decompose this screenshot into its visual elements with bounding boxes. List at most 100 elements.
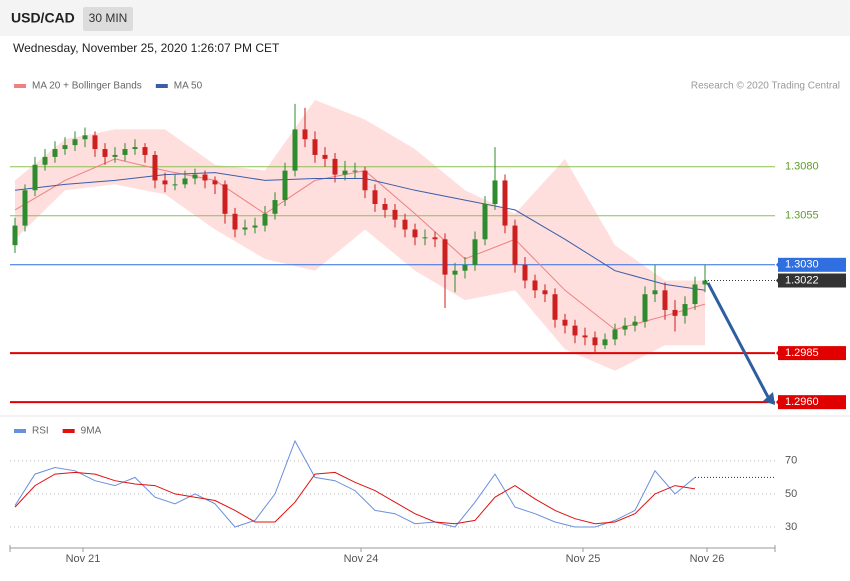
candle-body [662, 290, 668, 310]
y-tick-label: 50 [785, 488, 797, 500]
candle-body [152, 154, 158, 181]
candle-body [32, 164, 38, 191]
candle-body [172, 184, 178, 186]
candle-body [552, 294, 558, 320]
level-label: 1.2960 [785, 396, 819, 408]
candle-body [232, 213, 238, 230]
candle-body [122, 149, 128, 155]
indicator-line [14, 471, 696, 525]
x-tick-label: Nov 25 [566, 553, 601, 565]
legend-swatch [155, 84, 168, 88]
projection-arrow [706, 282, 770, 398]
candle-body [542, 290, 548, 295]
legend-label: MA 50 [174, 81, 203, 92]
legend-swatch [62, 429, 75, 433]
candle-body [392, 209, 398, 220]
credit: Research © 2020 Trading Central [691, 81, 840, 92]
symbol: USD/CAD [11, 10, 75, 26]
candle-body [52, 149, 58, 157]
candle-body [162, 180, 168, 185]
candle-body [112, 154, 118, 157]
candle-body [572, 325, 578, 336]
y-tick-label: 30 [785, 521, 797, 533]
level-label-box [778, 346, 846, 361]
candle-body [322, 154, 328, 159]
candle-body [692, 284, 698, 305]
candle-body [132, 147, 138, 150]
candle-body [482, 203, 488, 240]
candle-body [222, 184, 228, 214]
candle-body [452, 270, 458, 275]
legend-swatch [14, 84, 26, 88]
level-label-notch [776, 395, 782, 410]
candle-body [22, 190, 28, 226]
candle-body [432, 237, 438, 240]
level-label: 1.3030 [785, 259, 819, 271]
level-label-box [778, 257, 846, 272]
candle-body [492, 180, 498, 204]
candle-body [652, 290, 658, 295]
candle-body [362, 170, 368, 191]
level-label: 1.3080 [785, 161, 819, 173]
timeframe-button[interactable] [83, 7, 133, 31]
candle-body [332, 158, 338, 175]
candle-body [182, 178, 188, 185]
bollinger-band [15, 100, 705, 371]
legend-label: MA 20 + Bollinger Bands [32, 81, 142, 92]
candle-body [262, 213, 268, 226]
candle-body [372, 190, 378, 204]
y-tick-label: 70 [785, 455, 797, 467]
timeframe[interactable]: 30 MIN [89, 11, 128, 25]
x-tick-label: Nov 26 [690, 553, 725, 565]
candle-body [442, 239, 448, 275]
level-label-notch [776, 257, 782, 272]
candle-body [282, 170, 288, 201]
last-price-notch [776, 273, 782, 288]
legend-swatch [14, 429, 26, 433]
candle-body [352, 170, 358, 172]
level-label: 1.2985 [785, 347, 819, 359]
legend-label: RSI [32, 426, 49, 437]
candle-body [402, 219, 408, 230]
candle-body [202, 174, 208, 181]
candle-body [212, 180, 218, 185]
candle-body [672, 309, 678, 316]
candle-body [612, 329, 618, 340]
candle-body [252, 225, 258, 228]
level-label-notch [776, 209, 782, 223]
candle-body [682, 304, 688, 316]
level-label: 1.3055 [785, 210, 819, 222]
candle-body [592, 337, 598, 346]
candle-body [312, 139, 318, 155]
candle-body [632, 321, 638, 326]
candle-body [412, 229, 418, 238]
candle-body [562, 319, 568, 326]
candle-body [462, 264, 468, 271]
level-label-notch [776, 160, 782, 174]
candle-body [422, 237, 428, 239]
projection-arrowhead [763, 392, 775, 405]
candle-body [302, 129, 308, 140]
candle-body [502, 180, 508, 226]
candle-body [242, 227, 248, 230]
candle-body [522, 264, 528, 281]
candle-body [342, 170, 348, 175]
last-price-label: 1.3022 [785, 274, 819, 286]
candle-body [472, 239, 478, 265]
x-tick-label: Nov 21 [66, 553, 101, 565]
candle-body [192, 174, 198, 179]
candle-body [582, 335, 588, 338]
candle-body [72, 139, 78, 146]
candle-body [512, 225, 518, 265]
candle-body [622, 325, 628, 330]
candle-body [602, 339, 608, 346]
candle-body [92, 135, 98, 150]
candle-body [12, 225, 18, 246]
x-tick-label: Nov 24 [344, 553, 379, 565]
candle-body [142, 147, 148, 155]
level-label-notch [776, 346, 782, 361]
level-label-box [778, 395, 846, 410]
candle-body [382, 203, 388, 210]
